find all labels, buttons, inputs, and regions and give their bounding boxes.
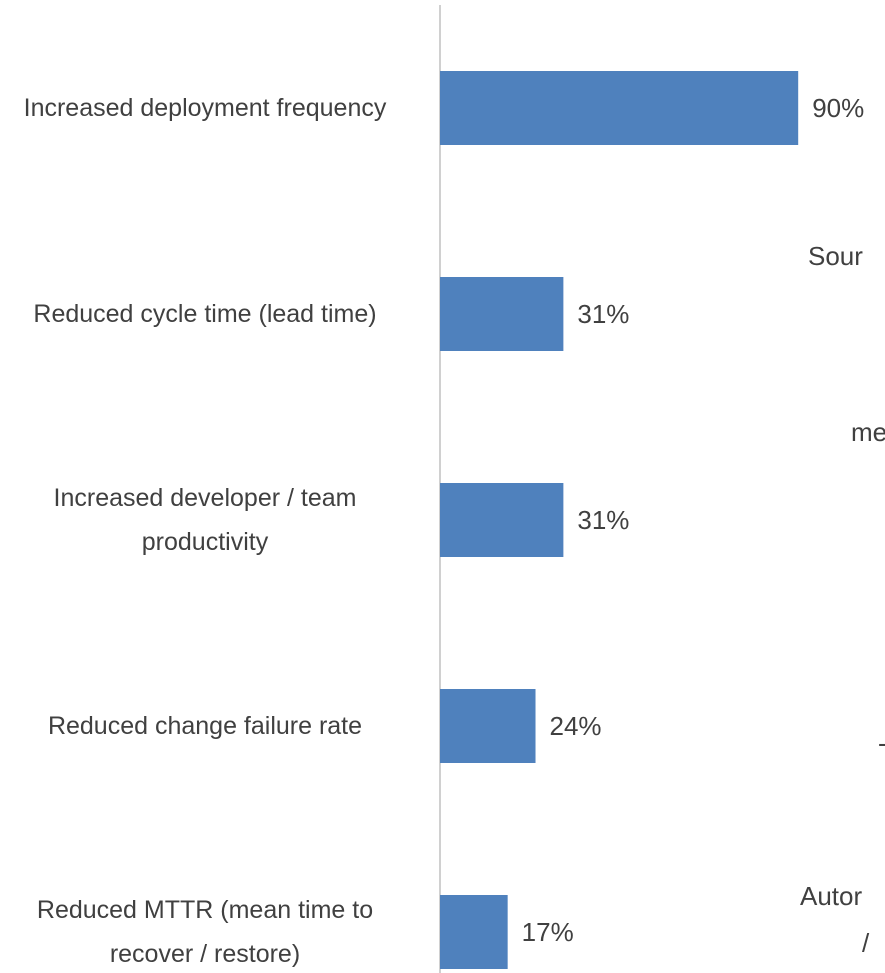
category-label: Increased developer / team productivity xyxy=(53,484,357,556)
category-label: Reduced change failure rate xyxy=(47,712,363,740)
category-label: Reduced cycle time (lead time) xyxy=(33,300,377,328)
data-label: 31% xyxy=(577,299,629,329)
bar xyxy=(440,689,536,763)
annotation: Autor xyxy=(800,881,862,911)
annotation: - xyxy=(878,728,885,758)
category-label: Reduced MTTR (mean time to recover / res… xyxy=(36,896,374,968)
bar xyxy=(440,277,564,351)
data-label: 90% xyxy=(812,93,864,123)
bar xyxy=(440,483,564,557)
data-label: 17% xyxy=(522,917,574,947)
bar xyxy=(440,895,508,969)
data-label: 31% xyxy=(577,505,629,535)
annotation: Sour xyxy=(808,241,863,271)
bar xyxy=(440,71,799,145)
data-label: 24% xyxy=(550,711,602,741)
annotation: / xyxy=(862,928,870,958)
annotation: me xyxy=(851,417,885,447)
category-label: Increased deployment frequency xyxy=(23,94,387,122)
